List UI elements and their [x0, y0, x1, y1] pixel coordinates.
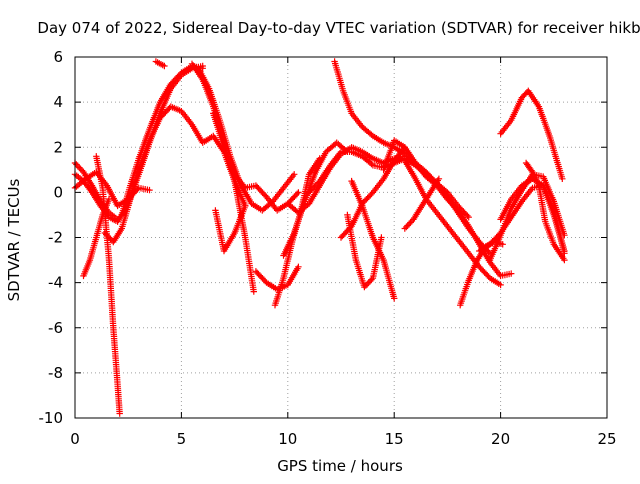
y-tick-label: -10 — [39, 409, 64, 427]
data-point-markers — [71, 62, 206, 225]
series-arc-29 — [497, 87, 566, 182]
x-tick-label: 15 — [385, 430, 404, 448]
data-point-markers — [252, 263, 302, 293]
data-point-markers — [401, 157, 504, 289]
y-axis-label: SDTVAR / TECUs — [5, 178, 23, 301]
data-point-markers — [152, 58, 168, 70]
series-arc-9 — [188, 60, 257, 295]
series-arc-12 — [212, 202, 249, 255]
data-point-markers — [522, 159, 568, 264]
data-point-markers — [497, 87, 566, 182]
y-tick-label: -2 — [48, 229, 63, 247]
data-point-markers — [348, 177, 398, 302]
y-axis: -10 -8 -6 -4 -2 0 2 4 6 — [39, 48, 607, 427]
y-tick-label: -6 — [48, 319, 63, 337]
x-tick-label: 20 — [491, 430, 510, 448]
y-tick-label: 4 — [53, 93, 63, 111]
x-tick-label: 0 — [70, 430, 80, 448]
y-tick-label: 6 — [53, 48, 63, 66]
x-tick-label: 5 — [177, 430, 187, 448]
x-axis: 0 5 10 15 20 25 — [70, 57, 617, 448]
x-tick-label: 25 — [597, 430, 616, 448]
series-arc-5 — [93, 153, 123, 417]
series-arc-24 — [401, 175, 443, 232]
series-arc-21 — [348, 177, 398, 302]
data-point-markers — [212, 202, 249, 255]
data-point-markers — [93, 153, 123, 417]
data-point-markers — [401, 175, 443, 232]
series-arc-22 — [380, 137, 515, 280]
series-arc-2 — [71, 62, 206, 225]
y-tick-label: -4 — [48, 274, 63, 292]
y-tick-label: 0 — [53, 183, 63, 201]
series-arc-7 — [118, 62, 206, 219]
data-point-markers — [101, 103, 249, 246]
data-point-markers — [118, 62, 206, 219]
data-point-markers — [188, 60, 257, 295]
x-tick-label: 10 — [278, 430, 297, 448]
data-point-markers — [380, 137, 515, 280]
series-arc-6 — [101, 103, 249, 246]
series-arc-30 — [522, 159, 568, 264]
x-axis-label: GPS time / hours — [277, 457, 403, 475]
series-arc-8 — [152, 58, 168, 70]
series-arc-13 — [252, 263, 302, 293]
y-tick-label: -8 — [48, 364, 63, 382]
chart-title: Day 074 of 2022, Sidereal Day-to-day VTE… — [37, 19, 640, 37]
y-tick-label: 2 — [53, 138, 63, 156]
series-arc-23 — [401, 157, 504, 289]
